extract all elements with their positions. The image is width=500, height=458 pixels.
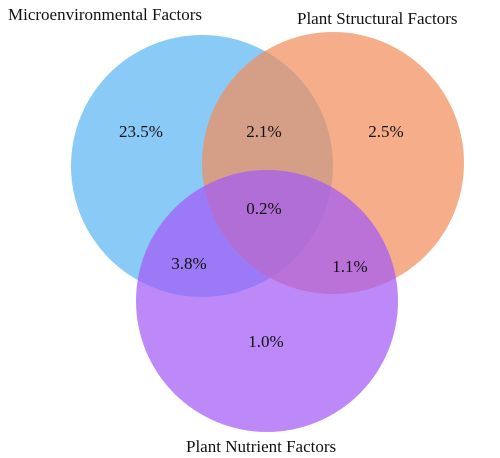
- region-structural-nutrient: 1.1%: [332, 257, 367, 276]
- circle-plant-nutrient: [136, 170, 398, 432]
- region-structural-only: 2.5%: [368, 122, 403, 141]
- region-nutrient-only: 1.0%: [248, 332, 283, 351]
- region-all-three: 0.2%: [246, 199, 281, 218]
- label-microenvironmental: Microenvironmental Factors: [8, 5, 202, 24]
- label-plant-nutrient: Plant Nutrient Factors: [186, 437, 336, 456]
- region-micro-structural: 2.1%: [246, 122, 281, 141]
- label-plant-structural: Plant Structural Factors: [297, 9, 458, 28]
- region-micro-nutrient: 3.8%: [171, 254, 206, 273]
- region-micro-only: 23.5%: [119, 122, 163, 141]
